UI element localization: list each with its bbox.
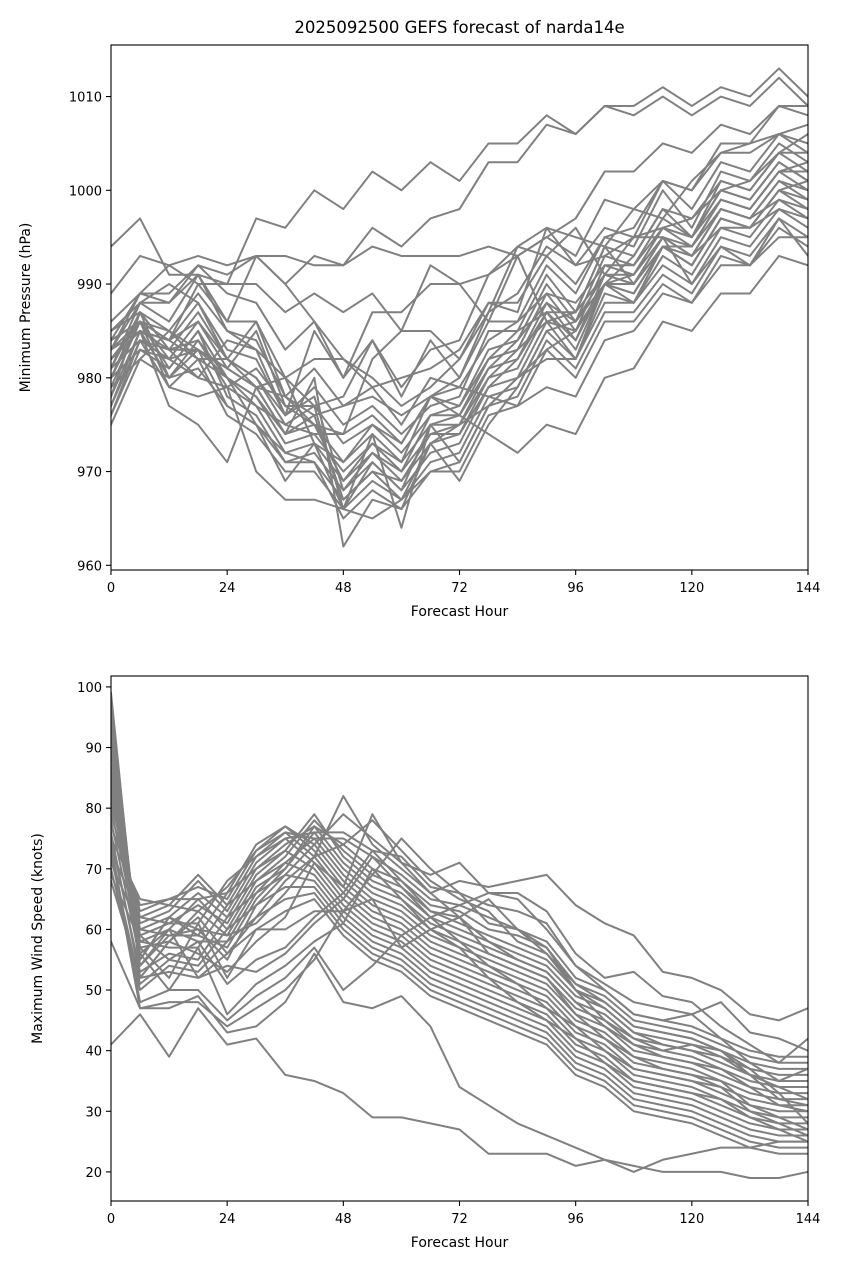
series-group: [111, 67, 808, 548]
x-tick-label: 96: [567, 581, 584, 596]
series-line-13: [111, 198, 808, 492]
y-tick-label: 990: [77, 278, 102, 293]
series-line-2: [111, 76, 808, 295]
chart-title: 2025092500 GEFS forecast of narda14e: [294, 18, 624, 37]
series-line-26: [111, 819, 808, 1107]
series-line-13: [111, 812, 808, 1101]
series-line-1: [111, 1007, 808, 1173]
series-line-2: [111, 940, 808, 1179]
series-line-22: [111, 879, 808, 1155]
series-line-29: [111, 782, 808, 1137]
x-tick-label: 120: [679, 1212, 704, 1227]
y-tick-label: 980: [77, 372, 102, 387]
series-line-4: [111, 703, 808, 1064]
y-axis-label: Maximum Wind Speed (knots): [30, 833, 46, 1044]
x-tick-label: 72: [451, 581, 468, 596]
y-tick-label: 1000: [69, 184, 102, 199]
y-tick-label: 90: [85, 742, 102, 757]
chart-panel-1: 0 24 48 72 96 120 144 960 970 980 990 1000 1010 Forec…: [18, 18, 820, 620]
series-line-3: [111, 104, 808, 323]
series-line-16: [111, 837, 808, 1119]
x-tick-label: 120: [679, 581, 704, 596]
y-axis-label: Minimum Pressure (hPa): [18, 223, 34, 393]
y-tick-label: 70: [85, 863, 102, 878]
series-line-28: [111, 198, 808, 417]
series-line-5: [111, 716, 808, 1052]
series-line-27: [111, 806, 808, 1125]
series-line-30: [111, 123, 808, 389]
series-line-30: [111, 770, 808, 1143]
y-tick-label: 1010: [69, 91, 102, 106]
x-tick-label: 0: [107, 581, 115, 596]
series-line-28: [111, 794, 808, 1131]
y-tick-label: 20: [85, 1166, 102, 1181]
y-tick-label: 30: [85, 1105, 102, 1120]
series-line-7: [111, 740, 808, 1064]
x-tick-label: 144: [796, 581, 821, 596]
y-tick-label: 60: [85, 923, 102, 938]
chart-panel-2: 0 24 48 72 96 120 144 20 30 40 50 60 70 80 90 100 Foreca…: [30, 675, 821, 1251]
x-axis-label: Forecast Hour: [411, 604, 509, 620]
series-line-22: [111, 161, 808, 548]
series-line-29: [111, 132, 808, 407]
y-tick-label: 80: [85, 802, 102, 817]
y-tick-label: 40: [85, 1045, 102, 1060]
series-line-20: [111, 855, 808, 1143]
x-tick-label: 48: [335, 1212, 352, 1227]
series-line-26: [111, 236, 808, 426]
series-line-27: [111, 217, 808, 436]
y-tick-label: 970: [77, 466, 102, 481]
x-tick-label: 24: [219, 1212, 236, 1227]
y-tick-label: 960: [77, 559, 102, 574]
x-tick-label: 72: [451, 1212, 468, 1227]
x-tick-label: 24: [219, 581, 236, 596]
series-line-11: [111, 179, 808, 473]
x-axis-label: Forecast Hour: [411, 1235, 509, 1251]
series-line-25: [111, 254, 808, 454]
series-line-18: [111, 861, 808, 1131]
x-tick-label: 96: [567, 1212, 584, 1227]
series-line-23: [111, 843, 808, 1082]
x-tick-label: 48: [335, 581, 352, 596]
y-tick-label: 50: [85, 984, 102, 999]
series-line-5: [111, 133, 808, 389]
y-tick-label: 100: [77, 681, 102, 696]
series-line-21: [111, 867, 808, 1149]
x-tick-label: 144: [796, 1212, 821, 1227]
series-group: [111, 691, 808, 1179]
series-line-19: [111, 837, 808, 1137]
x-tick-label: 0: [107, 1212, 115, 1227]
